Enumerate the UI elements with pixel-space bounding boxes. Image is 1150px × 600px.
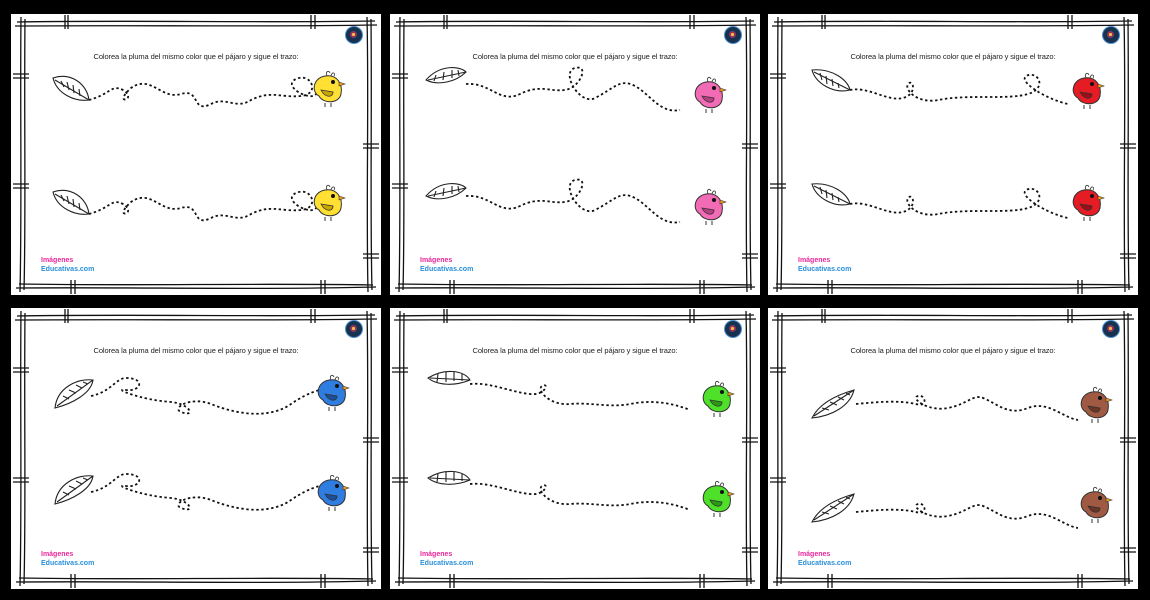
bird-icon — [313, 70, 346, 107]
feather-icon — [52, 76, 90, 101]
instruction-text: Colorea la pluma del mismo color que el … — [472, 52, 678, 61]
logo: Imágenes Educativas.com — [420, 257, 474, 273]
bird-icon — [702, 480, 735, 517]
instruction-text: Colorea la pluma del mismo color que el … — [850, 52, 1056, 61]
trace-paths — [90, 377, 326, 511]
frame — [392, 15, 758, 294]
feather-icon — [425, 67, 467, 84]
feather-icon — [427, 470, 471, 485]
frame — [13, 15, 379, 294]
bird-icon — [1072, 184, 1105, 221]
worksheet-5: Colorea la pluma del mismo color que el … — [390, 308, 760, 589]
frame — [13, 309, 379, 588]
worksheet-2: Colorea la pluma del mismo color que el … — [390, 14, 760, 295]
trace-paths — [849, 73, 1069, 219]
feather-icon — [52, 190, 90, 215]
worksheet-6: Colorea la pluma del mismo color que el … — [768, 308, 1138, 589]
bird-icon — [317, 374, 350, 411]
feather-icon — [427, 370, 471, 385]
logo: Imágenes Educativas.com — [41, 257, 95, 273]
bird-icon — [694, 188, 727, 225]
brand-badge-icon — [1102, 26, 1120, 44]
trace-paths — [855, 395, 1079, 529]
worksheet-3: Colorea la pluma del mismo color que el … — [768, 14, 1138, 295]
instruction-text: Colorea la pluma del mismo color que el … — [93, 346, 299, 355]
bird-icon — [694, 76, 727, 113]
brand-badge-icon — [1102, 320, 1120, 338]
frame — [392, 309, 758, 588]
instruction-text: Colorea la pluma del mismo color que el … — [472, 346, 678, 355]
bird-icon — [317, 474, 350, 511]
worksheet-art — [392, 15, 758, 294]
logo: Imágenes Educativas.com — [798, 257, 852, 273]
trace-paths — [88, 76, 317, 221]
worksheet-art — [392, 309, 758, 588]
feather-icon — [811, 389, 855, 419]
logo: Imágenes Educativas.com — [798, 551, 852, 567]
trace-paths — [469, 382, 691, 511]
feather-icon — [54, 475, 94, 505]
worksheet-4: Colorea la pluma del mismo color que el … — [11, 308, 381, 589]
feather-icon — [425, 183, 467, 200]
instruction-text: Colorea la pluma del mismo color que el … — [850, 346, 1056, 355]
feather-icon — [811, 493, 855, 523]
worksheet-art — [770, 15, 1136, 294]
logo: Imágenes Educativas.com — [41, 551, 95, 567]
bird-icon — [313, 184, 346, 221]
bird-icon — [1080, 486, 1113, 523]
worksheet-1: Colorea la pluma del mismo color que el … — [11, 14, 381, 295]
trace-paths — [465, 66, 681, 224]
worksheet-art — [770, 309, 1136, 588]
bird-icon — [702, 380, 735, 417]
logo: Imágenes Educativas.com — [420, 551, 474, 567]
brand-badge-icon — [345, 26, 363, 44]
feather-icon — [811, 183, 851, 206]
frame — [770, 309, 1136, 588]
brand-badge-icon — [724, 320, 742, 338]
feather-icon — [811, 69, 851, 92]
bird-icon — [1080, 386, 1113, 423]
instruction-text: Colorea la pluma del mismo color que el … — [93, 52, 299, 61]
brand-badge-icon — [345, 320, 363, 338]
bird-icon — [1072, 72, 1105, 109]
brand-badge-icon — [724, 26, 742, 44]
worksheet-art — [13, 309, 379, 588]
frame — [770, 15, 1136, 294]
worksheet-art — [13, 15, 379, 294]
feather-icon — [54, 379, 94, 409]
